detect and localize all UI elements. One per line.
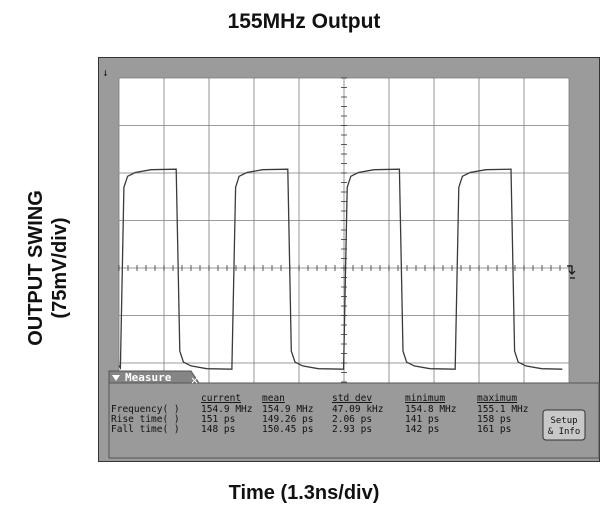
measure-cell: 155.1 MHz — [477, 404, 528, 415]
measure-column-header: current — [201, 393, 241, 404]
measure-cell: 2.06 ps — [332, 414, 372, 425]
measure-cell: 47.09 kHz — [332, 404, 383, 415]
measure-cell: 141 ps — [405, 414, 439, 425]
close-icon[interactable]: ✕ — [191, 373, 198, 387]
oscilloscope-window: ↓ Measure ✕ current mean std dev minimum max… — [98, 57, 600, 462]
chart-title: 155MHz Output — [227, 10, 381, 33]
waveform-trace — [118, 168, 563, 371]
measure-cell: 158 ps — [477, 414, 511, 425]
measure-column-header: minimum — [405, 393, 445, 404]
measure-tab[interactable] — [108, 370, 200, 384]
setup-button-label-1: Setup — [550, 416, 577, 426]
measure-cell: 154.8 MHz — [405, 404, 456, 415]
measure-column-header: mean — [262, 393, 285, 404]
measure-row-label: Frequency( ) — [111, 404, 180, 415]
measure-row-label: Rise time( ) — [111, 414, 180, 425]
y-axis-label-line2: (75mV/div) — [49, 217, 71, 319]
measure-cell: 154.9 MHz — [262, 404, 313, 415]
measure-panel: Measure ✕ current mean std dev minimum maxim… — [108, 370, 600, 459]
measure-cell: 2.93 ps — [332, 424, 372, 435]
measure-cell: 148 ps — [201, 424, 235, 435]
measure-cell: 150.45 ps — [262, 424, 313, 435]
measure-column-header: std dev — [332, 393, 372, 404]
trigger-marker: ↓ — [102, 66, 109, 79]
collapse-triangle-icon[interactable] — [112, 375, 120, 381]
y-axis-label: OUTPUT SWING (75mV/div) — [20, 163, 76, 373]
setup-button-label-2: & Info — [548, 427, 581, 437]
measure-cell: 151 ps — [201, 414, 235, 425]
scope-screen: ↓ Measure ✕ current mean std dev minimum max… — [102, 66, 600, 459]
measure-cell: 154.9 MHz — [201, 404, 252, 415]
y-axis-label-line1: OUTPUT SWING — [25, 190, 47, 346]
measure-panel-bg — [108, 382, 600, 459]
trigger-level-icon: ↓ — [102, 66, 109, 79]
channel-marker-icon — [567, 265, 576, 279]
measure-tab-label: Measure — [125, 371, 172, 384]
measure-cell: 142 ps — [405, 424, 439, 435]
measure-row-label: Fall time( ) — [111, 424, 180, 435]
measure-cell: 149.26 ps — [262, 414, 313, 425]
measure-column-header: maximum — [477, 393, 517, 404]
setup-info-button[interactable]: Setup & Info — [542, 409, 586, 441]
setup-button-face[interactable] — [542, 409, 586, 441]
x-axis-label: Time (1.3ns/div) — [228, 482, 380, 504]
measure-cell: 161 ps — [477, 424, 511, 435]
